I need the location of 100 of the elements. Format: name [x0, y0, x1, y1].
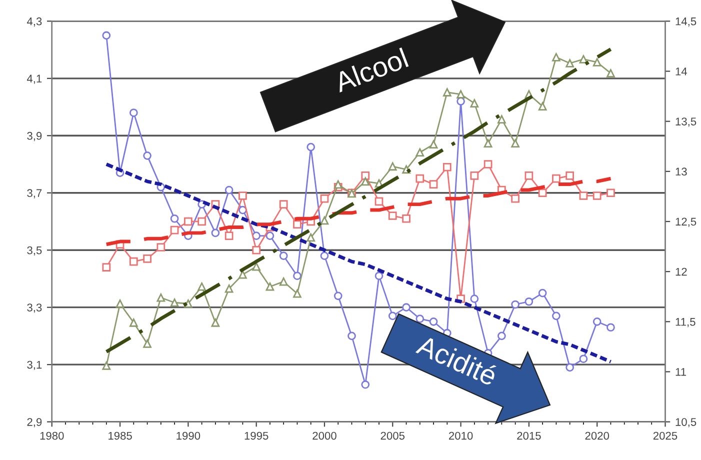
x-tick-label: 2015 — [517, 432, 541, 440]
point — [129, 318, 138, 327]
point — [442, 162, 452, 172]
point — [552, 174, 560, 183]
point — [402, 214, 410, 223]
point — [498, 115, 506, 124]
point — [606, 323, 615, 332]
point — [552, 53, 560, 62]
point — [470, 172, 479, 180]
point — [184, 217, 192, 226]
point — [388, 212, 397, 220]
point — [456, 90, 465, 98]
y-tick-label: 3,5 — [27, 246, 42, 256]
point — [388, 312, 397, 320]
y2-tick-label: 13 — [676, 168, 687, 176]
x-tick-label: 2000 — [312, 432, 336, 440]
point — [170, 226, 179, 234]
point — [592, 192, 602, 200]
point — [361, 380, 370, 389]
point — [224, 186, 234, 194]
x-tick-label: 1980 — [40, 432, 64, 440]
point — [129, 257, 138, 266]
point — [252, 246, 260, 254]
point — [102, 263, 111, 272]
x-tick-label: 1985 — [108, 432, 132, 440]
point — [198, 282, 206, 291]
point — [279, 277, 288, 286]
point — [442, 88, 452, 96]
point — [429, 317, 438, 326]
y-tick-label: 3,3 — [27, 304, 42, 313]
point — [116, 299, 124, 308]
point — [170, 214, 179, 223]
x-tick-label: 2020 — [585, 432, 610, 440]
point — [293, 272, 302, 280]
point — [320, 252, 329, 260]
y2-tick-label: 10,5 — [676, 418, 696, 428]
point — [348, 332, 356, 340]
y-tick-label: 3,9 — [27, 132, 42, 142]
point — [579, 55, 588, 64]
point — [266, 232, 274, 240]
point — [606, 69, 615, 78]
y-tick-label: 4,1 — [26, 74, 42, 84]
point — [170, 298, 179, 307]
point — [566, 59, 574, 68]
x-tick-label: 2025 — [653, 432, 678, 440]
point — [429, 140, 438, 149]
point — [524, 172, 534, 180]
point — [566, 172, 574, 180]
point — [579, 354, 588, 364]
point — [498, 332, 506, 340]
point — [511, 300, 520, 309]
point — [102, 31, 111, 40]
point — [279, 200, 288, 208]
point — [606, 188, 615, 198]
point — [320, 216, 329, 225]
x-tick-label: 1995 — [244, 432, 268, 440]
point — [293, 220, 302, 229]
point — [306, 142, 316, 152]
y2-tick-label: 12 — [676, 268, 687, 276]
point — [238, 192, 247, 200]
point — [198, 217, 206, 226]
point — [238, 270, 247, 279]
point — [374, 272, 384, 280]
point — [252, 232, 260, 240]
x-tick-label: 2005 — [380, 432, 405, 440]
point — [252, 262, 260, 271]
point — [224, 284, 234, 293]
point — [592, 317, 602, 326]
point — [538, 188, 547, 198]
point — [129, 108, 138, 117]
point — [211, 228, 220, 238]
point — [156, 243, 166, 252]
annotation: Alcool — [332, 47, 409, 93]
y2-tick-label: 12,5 — [676, 218, 696, 227]
point — [416, 174, 424, 183]
point — [320, 194, 329, 203]
annotation: Acidité — [415, 334, 499, 386]
point — [279, 252, 288, 260]
point — [416, 314, 424, 323]
point — [334, 180, 342, 189]
point — [143, 340, 152, 348]
point — [374, 197, 384, 206]
point — [579, 192, 588, 200]
point — [552, 312, 560, 320]
point — [592, 58, 602, 66]
point — [470, 294, 479, 303]
point — [143, 152, 152, 160]
point — [211, 318, 220, 327]
point — [143, 254, 152, 263]
y-tick-label: 2,9 — [27, 418, 42, 428]
point — [102, 362, 111, 370]
point — [511, 139, 520, 148]
y-tick-label: 3,7 — [27, 189, 42, 198]
point — [402, 303, 410, 312]
y2-tick-label: 13,5 — [676, 118, 696, 127]
y-tick-label: 3,1 — [27, 360, 42, 370]
point — [524, 297, 534, 306]
y2-tick-label: 14 — [676, 68, 688, 76]
x-tick-label: 2010 — [448, 432, 473, 440]
point — [484, 160, 492, 168]
